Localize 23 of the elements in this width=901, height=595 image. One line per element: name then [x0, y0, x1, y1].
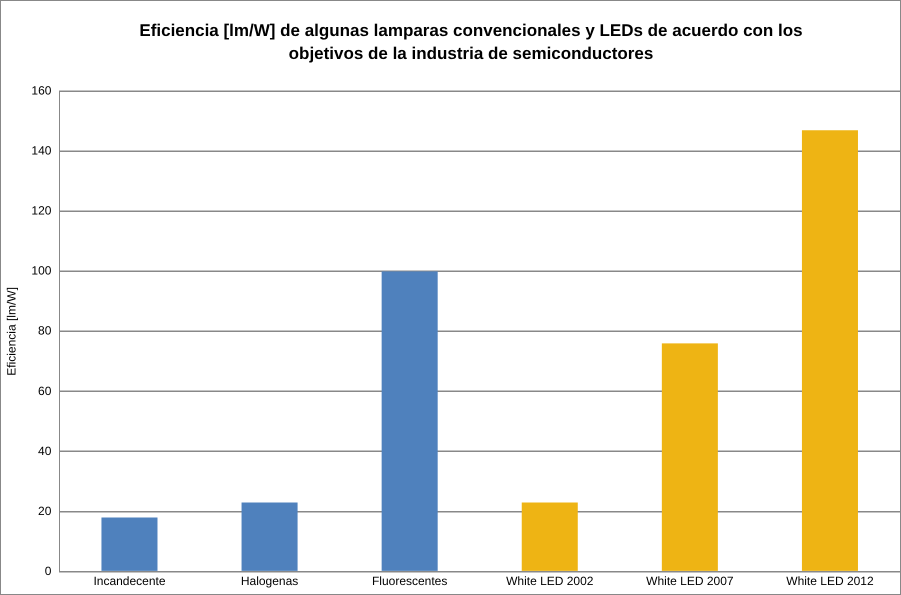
y-tick-label: 60: [38, 384, 52, 398]
y-tick-label: 0: [44, 564, 52, 578]
chart-title: Eficiencia [lm/W] de algunas lamparas convencionales y LEDs de acuerdo con los objetivos de la industria de semiconductores: [138, 20, 804, 65]
x-tick-label: White LED 2007: [646, 574, 734, 588]
y-tick-label: 120: [31, 204, 52, 218]
x-tick-label: Halogenas: [240, 574, 298, 588]
x-tick-label: White LED 2002: [506, 574, 594, 588]
y-tick-label: 40: [38, 444, 52, 458]
y-tick-label: 100: [31, 264, 52, 278]
y-axis-title: Eficiencia [lm/W]: [4, 287, 19, 376]
bar: [522, 502, 578, 571]
bar: [242, 502, 298, 571]
x-tick-label: White LED 2012: [786, 574, 874, 588]
y-tick-label: 140: [31, 144, 52, 158]
bar: [802, 130, 858, 571]
y-tick-label: 80: [38, 324, 52, 338]
x-tick-label: Fluorescentes: [372, 574, 448, 588]
y-tick-label: 160: [31, 84, 52, 98]
x-tick-label: Incandecente: [93, 574, 166, 588]
bar: [662, 343, 718, 571]
y-tick-label: 20: [38, 504, 52, 518]
bar: [101, 518, 158, 571]
bar: [382, 271, 438, 571]
